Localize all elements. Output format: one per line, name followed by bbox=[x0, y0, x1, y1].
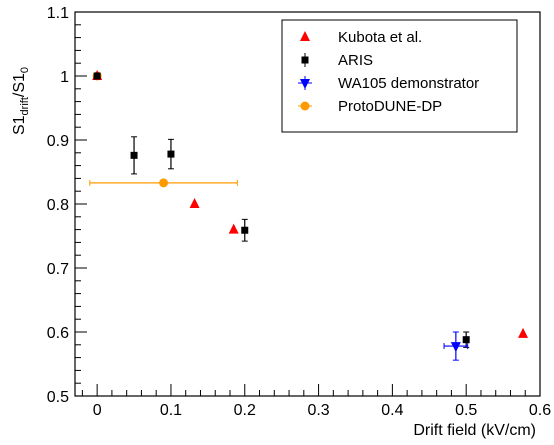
legend-label: ARIS bbox=[338, 52, 373, 69]
data-point bbox=[450, 342, 461, 353]
x-axis-ticks: 0 0.1 0.2 0.3 0.4 0.5 0.6 bbox=[81, 384, 551, 419]
data-point bbox=[167, 150, 175, 158]
legend-marker bbox=[300, 31, 310, 41]
data-point bbox=[241, 226, 249, 234]
y-tick-label: 0.6 bbox=[47, 325, 69, 342]
data-point bbox=[189, 198, 200, 208]
y-tick-label: 0.5 bbox=[47, 389, 69, 406]
legend-items: Kubota et al. ARIS WA105 demonstrator Proto… bbox=[298, 29, 479, 115]
legend-item-aris: ARIS bbox=[301, 52, 373, 69]
y-axis-title-base: S1 bbox=[11, 115, 28, 135]
series-aris bbox=[93, 72, 470, 348]
legend-marker bbox=[301, 56, 309, 64]
y-axis-title-sub-den: 0 bbox=[19, 67, 31, 73]
data-point bbox=[130, 151, 138, 159]
y-axis-title-sub-num: drift bbox=[19, 97, 31, 115]
y-tick-label: 0.7 bbox=[47, 261, 69, 278]
x-tick-label: 0.6 bbox=[529, 402, 551, 419]
x-tick-label: 0.2 bbox=[234, 402, 256, 419]
legend-item-wa105-demonstrator: WA105 demonstrator bbox=[298, 75, 479, 92]
y-tick-label: 1 bbox=[60, 69, 69, 86]
x-axis-title: Drift field (kV/cm) bbox=[413, 422, 536, 439]
x-tick-label: 0 bbox=[93, 402, 102, 419]
data-point bbox=[228, 223, 239, 234]
legend-label: WA105 demonstrator bbox=[338, 75, 479, 92]
data-point bbox=[93, 72, 101, 80]
legend-box bbox=[281, 19, 518, 133]
legend-label: Kubota et al. bbox=[338, 29, 422, 46]
x-tick-label: 0.5 bbox=[455, 402, 477, 419]
series-protodune-dp bbox=[89, 71, 238, 188]
y-axis-title-slash: /S1 bbox=[11, 73, 28, 97]
data-point bbox=[518, 327, 529, 338]
x-tick-label: 0.4 bbox=[381, 402, 403, 419]
series-wa105-demonstrator bbox=[443, 331, 469, 361]
y-tick-label: 1.1 bbox=[47, 5, 69, 22]
y-axis-ticks: 0.5 0.6 0.7 0.8 0.9 1 1.1 bbox=[47, 5, 87, 406]
legend-label: ProtoDUNE-DP bbox=[338, 98, 442, 115]
x-tick-label: 0.3 bbox=[307, 402, 329, 419]
data-point bbox=[462, 336, 470, 344]
y-tick-label: 0.9 bbox=[47, 133, 69, 150]
legend-item-kubota-et-al: Kubota et al. bbox=[300, 29, 422, 46]
y-tick-label: 0.8 bbox=[47, 197, 69, 214]
legend-item-protodune-dp: ProtoDUNE-DP bbox=[298, 98, 442, 115]
data-point bbox=[159, 178, 169, 188]
legend: Kubota et al. ARIS WA105 demonstrator Proto… bbox=[281, 19, 518, 133]
y-axis-title: S1drift/S10 bbox=[11, 67, 31, 135]
x-tick-label: 0.1 bbox=[160, 402, 182, 419]
legend-marker bbox=[300, 79, 310, 89]
series-layer bbox=[89, 70, 529, 361]
legend-marker bbox=[300, 101, 310, 111]
